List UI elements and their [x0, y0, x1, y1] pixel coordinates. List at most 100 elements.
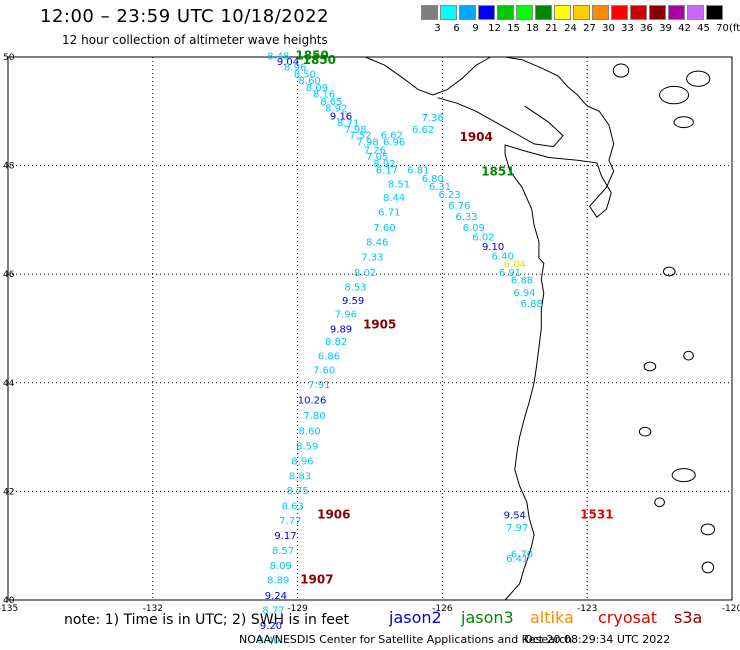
wave-height-label: 6.02: [472, 233, 494, 244]
scale-label: 33: [621, 23, 634, 34]
wave-height-label: 6.88: [521, 299, 543, 310]
wave-height-label: 9.10: [482, 242, 504, 253]
scale-label: 27: [583, 23, 596, 34]
wave-height-label: 8.50: [294, 70, 316, 81]
wave-height-label: 8.16: [313, 90, 335, 101]
wave-height-label: 7.80: [303, 411, 325, 422]
scale-label: 70: [716, 23, 729, 34]
coast-feature: [612, 63, 630, 78]
scale-swatch: [706, 5, 723, 20]
lon-tick-label: -120: [722, 604, 740, 614]
wave-height-label: 9.20: [260, 621, 282, 632]
track-time-label: 1904: [459, 130, 492, 144]
scale-swatch: [421, 5, 438, 20]
wave-height-label: 6.17: [376, 166, 398, 177]
wave-height-label: 8.89: [267, 576, 289, 587]
track-time-label: 1531: [580, 508, 613, 522]
scale-swatch: [440, 5, 457, 20]
wave-height-label: 8.96: [284, 63, 306, 74]
lon-tick-label: -123: [577, 604, 597, 614]
wave-height-label: 8.02: [354, 268, 376, 279]
wave-height-label: 8.60: [299, 426, 321, 437]
coast-feature: [638, 426, 652, 437]
wave-height-label: 6.09: [463, 223, 485, 234]
satellite-jason2: jason2: [389, 608, 442, 627]
wave-height-label: 6.04: [504, 260, 526, 271]
timestamp-text: Oct 20 08:29:34 UTC 2022: [524, 633, 671, 646]
page-title: 12:00 – 23:59 UTC 10/18/2022: [40, 6, 330, 27]
satellite-altika: altika: [530, 608, 574, 627]
coastline: [504, 56, 615, 601]
wave-height-label: 7.77: [279, 516, 301, 527]
coast-feature: [643, 361, 657, 372]
satellite-s3a: s3a: [674, 608, 703, 627]
wave-height-label: 7.52: [349, 130, 371, 141]
lon-tick-label: -126: [432, 604, 453, 614]
wave-height-label: 7.98: [344, 125, 366, 136]
wave-height-label: 9.17: [274, 531, 296, 542]
coast-feature: [654, 497, 665, 508]
scale-swatch: [459, 5, 476, 20]
wave-height-label: 8.59: [296, 442, 318, 453]
wave-height-label: 6.91: [499, 268, 521, 279]
coast-feature: [686, 70, 711, 87]
scale-swatch: [687, 5, 704, 20]
satellite-jason3: jason3: [461, 608, 514, 627]
wave-height-label: 7.97: [506, 523, 528, 534]
wave-height-label: 9.16: [330, 111, 352, 122]
lon-tick-label: -129: [287, 604, 308, 614]
wave-height-label: 8.57: [272, 546, 294, 557]
lat-tick-label: 50: [3, 53, 15, 63]
credit-text: NOAA/NESDIS Center for Satellite Applica…: [239, 633, 573, 646]
wave-height-label: 8.53: [344, 282, 366, 293]
wave-height-label: 9.89: [330, 324, 352, 335]
wave-height-label: 9.59: [342, 296, 364, 307]
wave-height-label: 7.33: [361, 253, 383, 264]
wave-height-label: 8.82: [325, 337, 347, 348]
wave-height-label: 6.80: [422, 174, 444, 185]
wave-height-label: 10.26: [298, 395, 327, 406]
scale-label: 3: [434, 23, 441, 34]
scale-label: 30: [602, 23, 615, 34]
lat-tick-label: 40: [3, 596, 15, 606]
track-time-label: 1850: [295, 49, 328, 63]
scale-swatch: [649, 5, 666, 20]
scale-label: 42: [678, 23, 691, 34]
scale-swatch: [554, 5, 571, 20]
wave-height-label: 6.81: [407, 166, 429, 177]
wave-height-label: 8.40: [258, 635, 280, 646]
track-time-label: 1907: [300, 573, 333, 587]
scale-swatch: [478, 5, 495, 20]
wave-height-label: 7.26: [364, 146, 386, 157]
wave-height-label: 7.98: [356, 138, 378, 149]
scale-label: 9: [472, 23, 479, 34]
wave-height-label: 6.62: [381, 130, 403, 141]
scale-label: 36: [640, 23, 653, 34]
wave-height-label: 8.92: [373, 159, 395, 170]
coast-feature: [683, 350, 694, 361]
lat-tick-label: 48: [3, 162, 15, 172]
scale-swatch: [668, 5, 685, 20]
track-time-label: 1905: [363, 318, 396, 332]
track-time-label: 1851: [481, 164, 514, 178]
track-time-label: 1906: [317, 508, 350, 522]
wave-height-label: 7.05: [366, 152, 388, 163]
wave-height-label: 6.62: [412, 125, 434, 136]
scale-swatch: [535, 5, 552, 20]
scale-label: 21: [545, 23, 558, 34]
wave-height-label: 7.60: [373, 223, 395, 234]
wave-height-label: 9.04: [277, 57, 299, 68]
wave-height-label: 6.33: [455, 212, 477, 223]
wave-height-label: 8.83: [289, 471, 311, 482]
wave-height-label: 8.96: [291, 456, 313, 467]
wave-height-label: 8.92: [325, 103, 347, 114]
coast-feature: [671, 468, 696, 483]
scale-swatch: [497, 5, 514, 20]
wave-height-label: 8.60: [299, 76, 321, 87]
lat-tick-label: 42: [3, 487, 14, 497]
lon-tick-label: -132: [143, 604, 163, 614]
satellite-cryosat: cryosat: [598, 608, 658, 627]
wave-height-label: 6.23: [439, 190, 461, 201]
wave-height-label: 7.36: [422, 113, 444, 124]
